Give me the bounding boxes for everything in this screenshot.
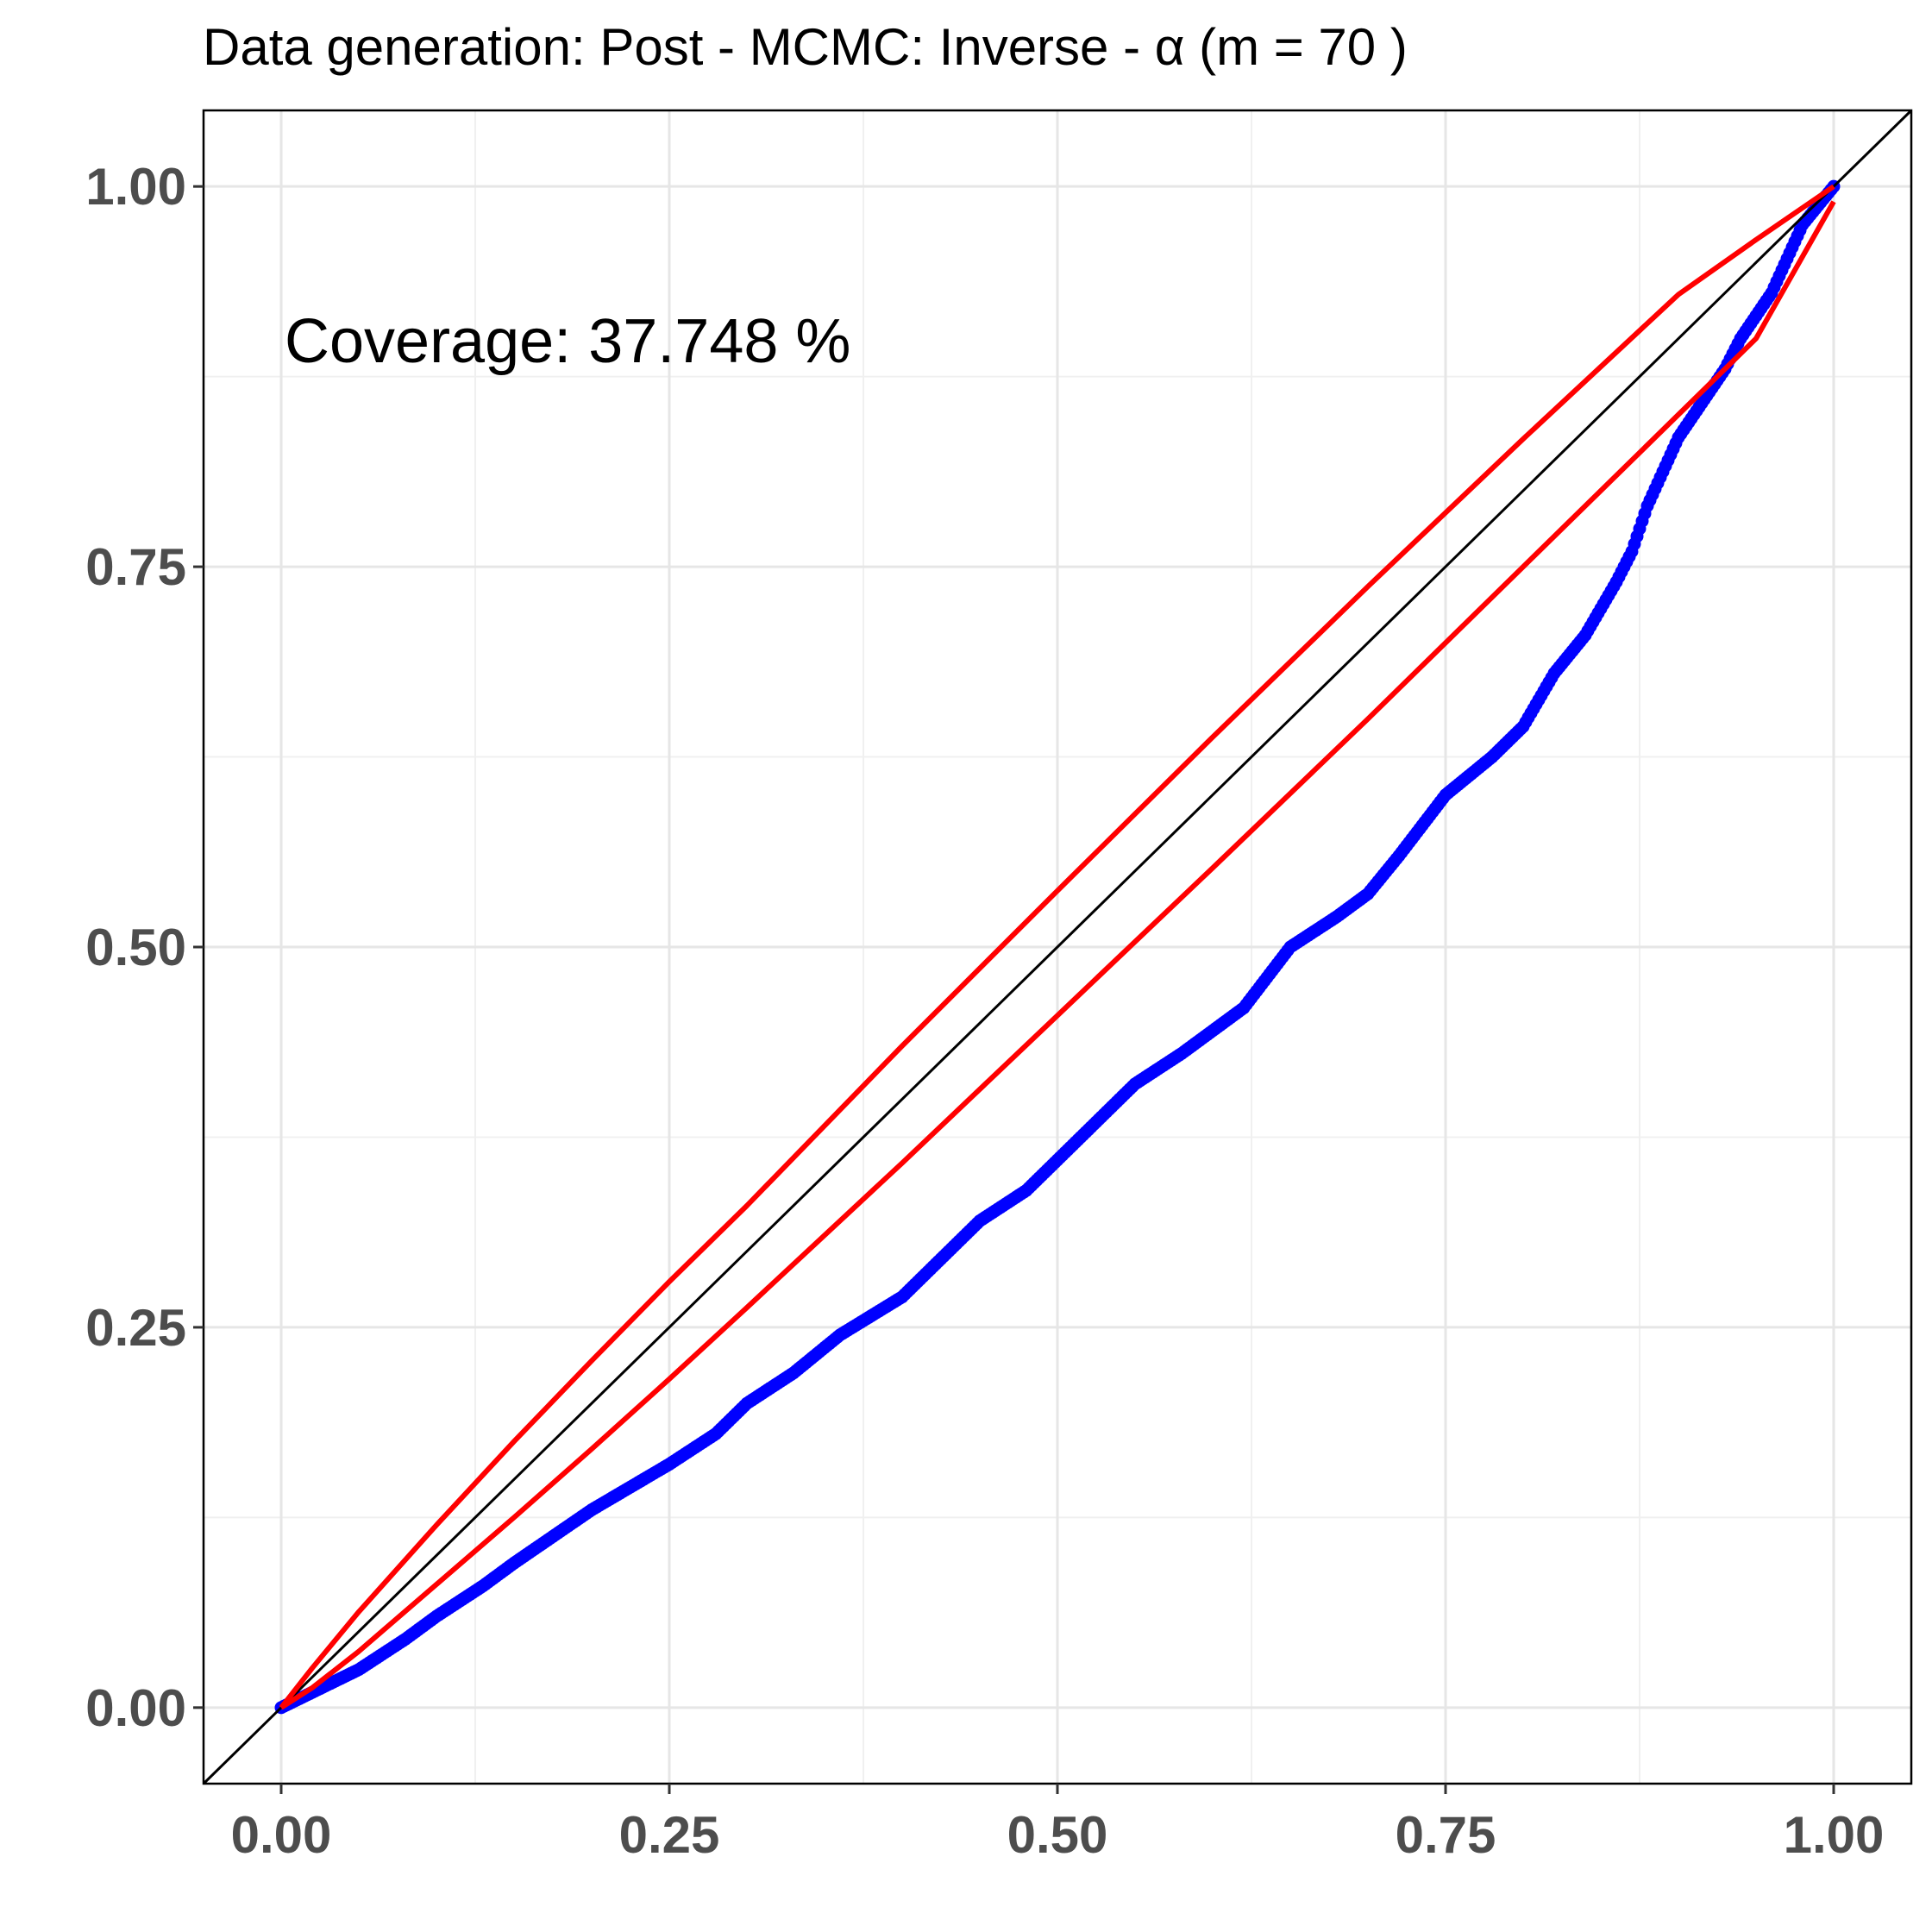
x-tick-label: 1.00 [1784, 1806, 1885, 1864]
band-upper-line [279, 184, 1835, 1709]
x-axis: 0.00 0.25 0.50 0.75 1.00 [231, 1784, 1885, 1864]
x-tick-label: 0.50 [1007, 1806, 1108, 1864]
y-tick-label: 0.00 [85, 1679, 186, 1737]
y-tick-label: 0.50 [85, 919, 186, 976]
y-tick-label: 0.25 [85, 1299, 186, 1357]
band-lower-line [279, 200, 1836, 1710]
y-axis: 0.00 0.25 0.50 0.75 1.00 [85, 158, 204, 1737]
series-layer [202, 109, 1913, 1785]
x-tick-label: 0.00 [231, 1806, 332, 1864]
y-tick-label: 1.00 [85, 158, 186, 216]
coverage-annotation: Coverage: 37.748 % [285, 307, 850, 376]
chart-title: Data generation: Post - MCMC: Inverse - … [203, 18, 1408, 76]
x-tick-label: 0.75 [1396, 1806, 1496, 1864]
y-tick-label: 0.75 [85, 538, 186, 596]
plot-area [202, 109, 1913, 1785]
x-tick-label: 0.25 [619, 1806, 720, 1864]
identity-line [202, 109, 1913, 1785]
